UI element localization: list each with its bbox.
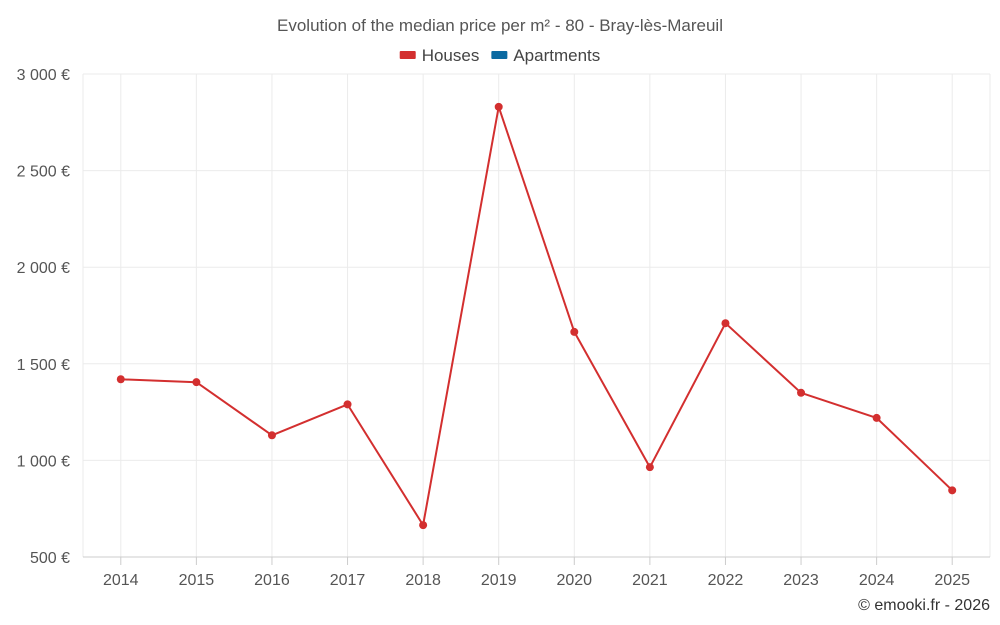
- legend-swatch: [399, 51, 416, 59]
- data-point-houses-2025[interactable]: [948, 486, 957, 495]
- legend-label: Apartments: [513, 46, 600, 65]
- y-tick-label: 1 500 €: [17, 357, 70, 374]
- x-tick-label: 2018: [405, 572, 441, 589]
- data-point-houses-2024[interactable]: [872, 413, 881, 422]
- data-point-houses-2014[interactable]: [116, 375, 125, 384]
- y-tick-label: 2 000 €: [17, 260, 70, 277]
- y-tick-label: 1 000 €: [17, 453, 70, 470]
- series-layer: [116, 102, 957, 530]
- data-point-houses-2016[interactable]: [267, 431, 276, 440]
- x-tick-label: 2017: [330, 572, 366, 589]
- x-tick-label: 2015: [179, 572, 215, 589]
- legend-item-houses[interactable]: Houses: [399, 46, 480, 65]
- x-tick-label: 2016: [254, 572, 290, 589]
- y-tick-label: 3 000 €: [17, 67, 70, 84]
- x-tick-label: 2023: [783, 572, 819, 589]
- y-tick-label: 500 €: [30, 550, 70, 567]
- chart-title: Evolution of the median price per m² - 8…: [277, 16, 723, 35]
- data-point-houses-2023[interactable]: [797, 388, 806, 397]
- legend-item-apartments[interactable]: Apartments: [491, 46, 600, 65]
- data-point-houses-2021[interactable]: [645, 463, 654, 472]
- x-tick-label: 2022: [708, 572, 744, 589]
- series-line-houses: [120, 105, 953, 527]
- x-tick-label: 2024: [859, 572, 895, 589]
- data-point-houses-2019[interactable]: [494, 102, 503, 111]
- y-tick-label: 2 500 €: [17, 164, 70, 181]
- data-point-houses-2017[interactable]: [343, 400, 352, 409]
- data-point-houses-2022[interactable]: [721, 319, 730, 328]
- legend: Houses Apartments: [399, 46, 600, 65]
- legend-label: Houses: [422, 46, 480, 65]
- y-axis: 500 € 1 000 € 1 500 € 2 000 € 2 500 € 3 000 €: [17, 67, 70, 567]
- x-tick-label: 2019: [481, 572, 517, 589]
- x-tick-label: 2021: [632, 572, 668, 589]
- x-axis: 2014 2015 2016 2017 2018 2019 2020 2021 2022 2023…: [83, 556, 990, 589]
- data-point-houses-2015[interactable]: [192, 378, 201, 387]
- legend-swatch: [491, 51, 508, 59]
- credit-text: © emooki.fr - 2026: [858, 597, 990, 614]
- data-point-houses-2020[interactable]: [570, 327, 579, 336]
- x-tick-label: 2025: [934, 572, 970, 589]
- data-point-houses-2018[interactable]: [419, 521, 428, 530]
- grid: [82, 73, 991, 557]
- x-tick-label: 2020: [556, 572, 592, 589]
- x-tick-label: 2014: [103, 572, 139, 589]
